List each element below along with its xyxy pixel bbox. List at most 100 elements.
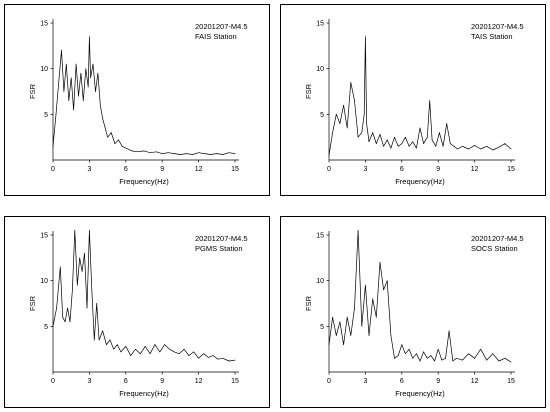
fsr-data-point	[412, 357, 414, 359]
fsr-data-point	[504, 357, 506, 359]
station-name-annotation: SOCS Station	[471, 244, 518, 253]
fsr-data-point	[84, 252, 85, 254]
y-axis-label: FSR	[304, 295, 313, 311]
fsr-data-point	[492, 353, 494, 355]
y-tick-label: 5	[320, 324, 324, 331]
fsr-data-point	[328, 155, 330, 156]
x-tick-label: 12	[471, 166, 479, 173]
fsr-data-point	[93, 339, 95, 341]
fsr-data-point	[426, 357, 428, 359]
fsr-data-point	[429, 100, 431, 101]
x-tick-label: 9	[436, 378, 440, 385]
fsr-data-point	[102, 330, 104, 332]
fsr-data-point	[361, 132, 363, 133]
fsr-data-point	[437, 348, 439, 350]
fsr-data-point	[68, 100, 70, 101]
fsr-data-point	[186, 153, 187, 154]
fsr-series-line	[52, 36, 236, 155]
fsr-data-point	[210, 154, 212, 155]
fsr-data-point	[140, 353, 141, 355]
fsr-data-point	[58, 77, 60, 79]
fsr-data-point	[366, 123, 367, 124]
fsr-data-point	[379, 134, 381, 135]
fsr-data-point	[354, 307, 355, 309]
y-tick-label: 10	[40, 66, 48, 73]
fsr-data-point	[222, 357, 224, 359]
fsr-data-point	[154, 344, 156, 345]
fsr-data-point	[234, 153, 236, 154]
x-tick-label: 3	[363, 378, 367, 385]
fsr-data-point	[498, 146, 500, 148]
fsr-data-point	[468, 353, 469, 355]
fsr-data-point	[107, 136, 108, 138]
fsr-data-point	[379, 262, 381, 263]
fsr-data-point	[144, 346, 146, 347]
fsr-data-point	[198, 357, 199, 359]
fsr-data-point	[390, 147, 392, 149]
y-tick-label: 10	[316, 66, 324, 73]
fsr-data-point	[192, 154, 193, 155]
fsr-data-point	[431, 139, 433, 141]
fsr-data-point	[468, 148, 469, 150]
fsr-data-point	[394, 357, 395, 359]
fsr-data-point	[453, 145, 455, 147]
fsr-data-point	[106, 344, 107, 345]
fsr-data-point	[79, 257, 81, 259]
fsr-data-point	[118, 139, 119, 141]
fsr-data-point	[368, 335, 370, 336]
fsr-data-point	[498, 360, 500, 362]
y-tick-label: 5	[44, 112, 48, 119]
x-tick-label: 15	[231, 378, 239, 385]
fsr-data-point	[203, 353, 204, 355]
fsr-data-point	[164, 344, 165, 345]
fsr-data-point	[504, 143, 506, 144]
fsr-data-point	[354, 100, 355, 101]
y-axis-label: FSR	[304, 83, 313, 99]
fsr-data-point	[74, 230, 76, 231]
y-tick-label: 10	[316, 278, 324, 285]
fsr-data-point	[397, 145, 399, 147]
station-name-annotation: TAIS Station	[471, 32, 513, 41]
y-tick-label: 15	[316, 21, 324, 28]
fsr-data-point	[462, 359, 463, 361]
fsr-data-point	[405, 353, 406, 355]
fsr-data-point	[365, 284, 366, 286]
chart-svg: 0 3 6 9 12 15 5 10 15 Frequency(Hz) FSR 20201207-M4…	[304, 19, 524, 186]
fsr-data-point	[397, 355, 399, 356]
fsr-data-point	[198, 152, 199, 154]
fsr-data-point	[228, 360, 230, 362]
fsr-data-point	[178, 353, 180, 355]
fsr-data-point	[457, 148, 458, 150]
fsr-data-point	[449, 143, 451, 144]
fsr-data-point	[416, 147, 417, 149]
station-name-annotation: FAIS Station	[195, 32, 237, 41]
fsr-data-point	[155, 151, 157, 153]
fsr-data-point	[89, 230, 90, 231]
fsr-data-point	[62, 316, 64, 318]
x-tick-label: 3	[87, 166, 91, 173]
event-id-annotation: 20201207-M4.5	[195, 234, 248, 243]
event-id-annotation: 20201207-M4.5	[471, 234, 524, 243]
fsr-data-point	[343, 344, 344, 345]
chart-svg: 0 3 6 9 12 15 5 10 15 Frequency(Hz) FSR 20201207-M4…	[304, 230, 524, 398]
fsr-data-point	[430, 355, 432, 356]
fsr-data-point	[90, 77, 91, 79]
fsr-data-point	[121, 145, 123, 147]
x-axis-label: Frequency(Hz)	[119, 177, 169, 186]
fsr-data-point	[89, 36, 90, 38]
fsr-data-point	[408, 145, 410, 147]
fsr-data-point	[368, 141, 370, 143]
fsr-data-point	[486, 145, 488, 147]
fsr-data-point	[207, 357, 209, 358]
fsr-data-point	[445, 357, 446, 359]
fsr-data-point	[416, 353, 417, 355]
fsr-data-point	[419, 360, 421, 362]
fsr-data-point	[159, 351, 161, 353]
fsr-data-point	[510, 148, 512, 150]
fsr-data-point	[386, 280, 388, 282]
fsr-data-point	[204, 153, 206, 154]
fsr-data-point	[390, 335, 392, 336]
x-tick-label: 0	[327, 378, 331, 385]
y-tick-label: 10	[40, 278, 48, 285]
fsr-data-point	[80, 72, 82, 74]
